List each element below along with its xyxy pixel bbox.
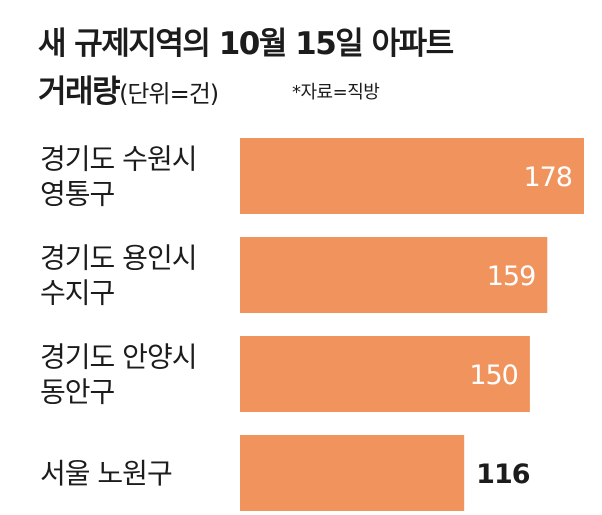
category-label-2-line-1: 경기도 용인시 (40, 242, 196, 275)
bar-1 (240, 138, 584, 214)
category-label-1-line-1: 경기도 수원시 (40, 143, 196, 176)
category-label-4-line-1: 서울 노원구 (40, 457, 172, 490)
chart-title-line2: 거래량(단위=건) (38, 66, 219, 111)
category-label-1-line-2: 영통구 (40, 178, 115, 211)
chart-unit-label: (단위=건) (119, 80, 219, 108)
bar-3 (240, 336, 530, 412)
chart-title-main: 거래량 (38, 74, 121, 110)
value-label-2: 159 (487, 261, 536, 292)
source-note: *자료=직방 (292, 82, 380, 103)
chart-title-line1: 새 규제지역의 10월 15일 아파트 (38, 26, 454, 62)
value-label-1: 178 (523, 162, 572, 193)
bar-4 (240, 435, 465, 511)
category-label-2-line-2: 수지구 (40, 277, 115, 310)
bar-2 (240, 237, 548, 313)
value-label-3: 150 (469, 360, 518, 391)
category-label-3-line-2: 동안구 (40, 376, 115, 409)
category-label-3-line-1: 경기도 안양시 (40, 341, 196, 374)
value-label-4: 116 (476, 459, 530, 490)
